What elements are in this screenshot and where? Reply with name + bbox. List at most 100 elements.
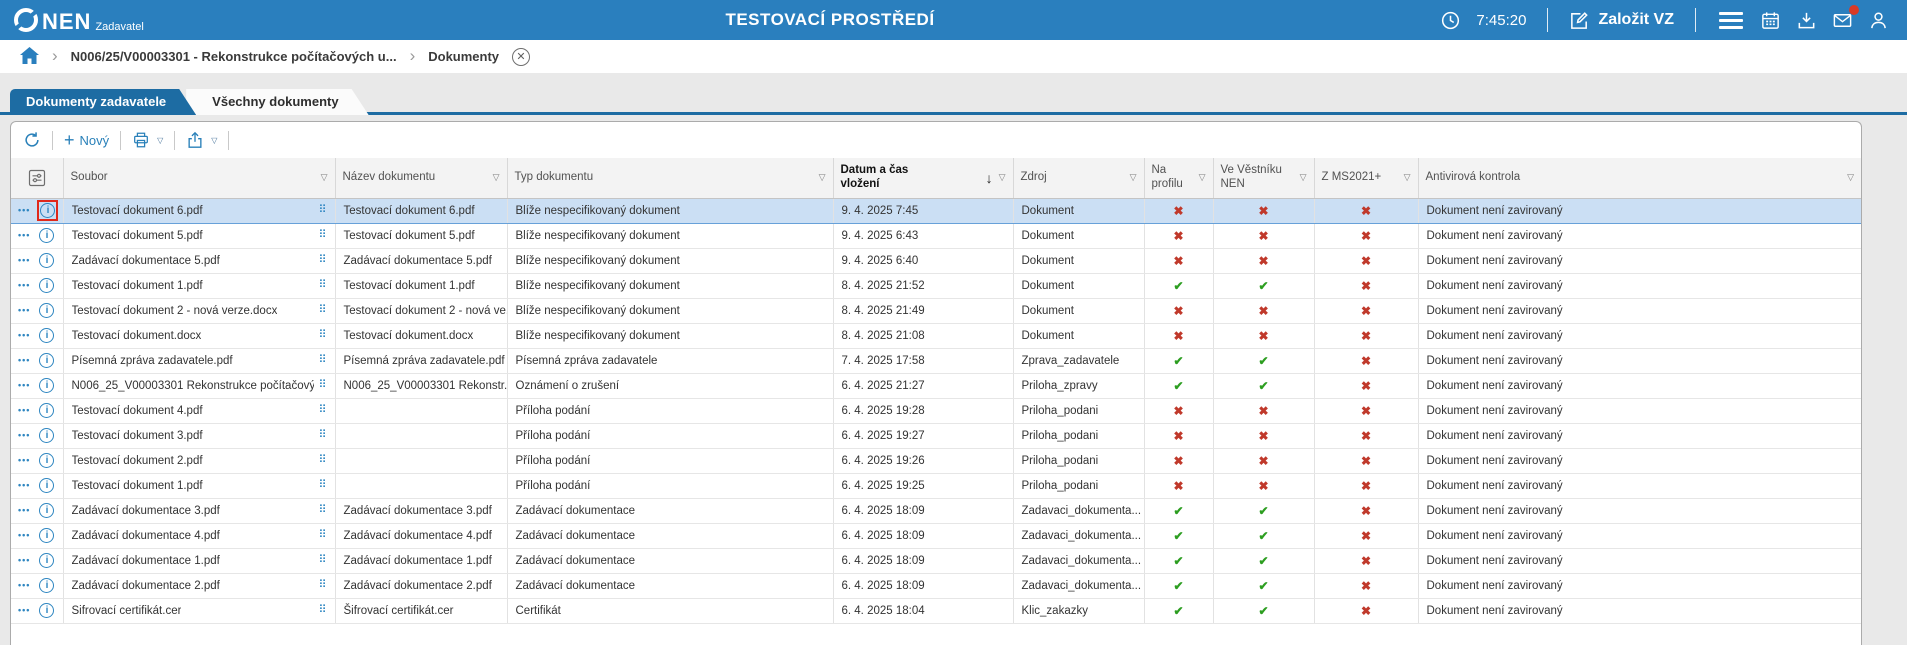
tab-vsechny-dokumenty[interactable]: Všechny dokumenty — [186, 89, 368, 115]
file-cell[interactable]: Testovací dokument.docx ⠿ — [62, 323, 335, 349]
info-icon-wrap[interactable]: i — [37, 401, 56, 420]
file-cell[interactable]: N006_25_V00003301 Rekonstrukce počítačov… — [62, 373, 335, 399]
info-icon-wrap[interactable]: i — [37, 251, 56, 270]
breadcrumb-item-procedure[interactable]: N006/25/V00003301 - Rekonstrukce počítač… — [70, 49, 397, 64]
table-row[interactable]: ••• i Zadávací dokumentace 5.pdf ⠿ Zadáv… — [11, 248, 1861, 274]
user-icon[interactable] — [1868, 10, 1889, 31]
drag-handle-icon[interactable]: ⠿ — [318, 454, 327, 466]
info-icon-wrap[interactable]: i — [37, 451, 56, 470]
table-row[interactable]: ••• i Testovací dokument 1.pdf ⠿ Testova… — [11, 273, 1861, 299]
column-header-na-profilu[interactable]: Na profilu ▽ — [1143, 158, 1213, 199]
info-icon-wrap[interactable]: i — [37, 351, 56, 370]
nen-logo[interactable]: NEN Zadavatel — [13, 7, 144, 33]
breadcrumb-item-current[interactable]: Dokumenty — [428, 49, 500, 64]
column-header-zdroj[interactable]: Zdroj ▽ — [1012, 158, 1144, 199]
messages-icon[interactable] — [1832, 4, 1859, 31]
file-cell[interactable]: Testovací dokument 2 - nová verze.docx ⠿ — [62, 298, 335, 324]
column-header-typ[interactable]: Typ dokumentu ▽ — [506, 158, 833, 199]
create-vz-button[interactable]: Založit VZ — [1569, 10, 1674, 31]
table-row[interactable]: ••• i Testovací dokument 4.pdf ⠿ Příloha… — [11, 398, 1861, 424]
calendar-icon[interactable] — [1760, 10, 1781, 31]
row-menu-icon[interactable]: ••• — [18, 355, 31, 365]
info-icon-wrap[interactable]: i — [37, 526, 56, 545]
file-cell[interactable]: Testovací dokument 3.pdf ⠿ — [62, 423, 335, 449]
file-cell[interactable]: Zadávací dokumentace 3.pdf ⠿ — [62, 498, 335, 524]
table-row[interactable]: ••• i Testovací dokument 2.pdf ⠿ Příloha… — [11, 448, 1861, 474]
table-row[interactable]: ••• i Zadávací dokumentace 4.pdf ⠿ Zadáv… — [11, 523, 1861, 549]
row-menu-icon[interactable]: ••• — [18, 330, 31, 340]
row-menu-icon[interactable]: ••• — [18, 505, 31, 515]
filter-icon[interactable]: ▽ — [492, 172, 500, 183]
new-document-button[interactable]: + Nový — [64, 130, 110, 150]
file-cell[interactable]: Testovací dokument 5.pdf ⠿ — [62, 223, 335, 249]
file-cell[interactable]: Zadávací dokumentace 4.pdf ⠿ — [62, 523, 335, 549]
close-breadcrumb-icon[interactable]: ✕ — [512, 47, 531, 66]
column-header-antivir[interactable]: Antivirová kontrola ▽ — [1417, 158, 1861, 199]
filter-icon[interactable]: ▽ — [1403, 172, 1411, 183]
info-icon-wrap[interactable]: i — [37, 301, 56, 320]
row-menu-icon[interactable]: ••• — [18, 230, 31, 240]
info-icon-wrap[interactable]: i — [37, 226, 56, 245]
drag-handle-icon[interactable]: ⠿ — [318, 404, 327, 416]
row-menu-icon[interactable]: ••• — [18, 205, 31, 215]
download-icon[interactable] — [1796, 10, 1817, 31]
info-icon-wrap[interactable]: i — [37, 501, 56, 520]
column-settings-header[interactable] — [11, 158, 63, 199]
row-menu-icon[interactable]: ••• — [18, 305, 31, 315]
export-dropdown-icon[interactable]: ▽ — [211, 135, 218, 145]
table-row[interactable]: ••• i Testovací dokument 1.pdf ⠿ Příloha… — [11, 473, 1861, 499]
table-row[interactable]: ••• i Zadávací dokumentace 1.pdf ⠿ Zadáv… — [11, 548, 1861, 574]
drag-handle-icon[interactable]: ⠿ — [318, 429, 327, 441]
column-header-vestnik[interactable]: Ve Věstníku NEN ▽ — [1212, 158, 1314, 199]
drag-handle-icon[interactable]: ⠿ — [318, 254, 327, 266]
row-menu-icon[interactable]: ••• — [18, 480, 31, 490]
drag-handle-icon[interactable]: ⠿ — [318, 204, 327, 216]
filter-icon[interactable]: ▽ — [1129, 172, 1137, 183]
filter-icon[interactable]: ▽ — [1299, 172, 1307, 183]
column-header-ms2021[interactable]: Z MS2021+ ▽ — [1313, 158, 1418, 199]
file-cell[interactable]: Zadávací dokumentace 2.pdf ⠿ — [62, 573, 335, 599]
drag-handle-icon[interactable]: ⠿ — [318, 479, 327, 491]
row-menu-icon[interactable]: ••• — [18, 380, 31, 390]
print-button[interactable]: ▽ — [132, 131, 163, 149]
print-dropdown-icon[interactable]: ▽ — [157, 135, 164, 145]
file-cell[interactable]: Testovací dokument 4.pdf ⠿ — [62, 398, 335, 424]
filter-icon[interactable]: ▽ — [320, 172, 328, 183]
file-cell[interactable]: Testovací dokument 1.pdf ⠿ — [62, 273, 335, 299]
info-icon-wrap[interactable]: i — [37, 601, 56, 620]
info-icon-wrap[interactable]: i — [37, 551, 56, 570]
drag-handle-icon[interactable]: ⠿ — [318, 579, 327, 591]
info-icon-wrap[interactable]: i — [37, 576, 56, 595]
filter-icon[interactable]: ▽ — [1847, 172, 1854, 183]
file-cell[interactable]: Testovací dokument 6.pdf ⠿ — [62, 197, 335, 224]
drag-handle-icon[interactable]: ⠿ — [318, 304, 327, 316]
drag-handle-icon[interactable]: ⠿ — [318, 529, 327, 541]
table-row[interactable]: ••• i Testovací dokument 6.pdf ⠿ Testova… — [11, 197, 1861, 224]
file-cell[interactable]: Písemná zpráva zadavatele.pdf ⠿ — [62, 348, 335, 374]
refresh-button[interactable] — [23, 131, 41, 149]
file-cell[interactable]: Testovací dokument 1.pdf ⠿ — [62, 473, 335, 499]
filter-icon[interactable]: ▽ — [1198, 172, 1206, 183]
drag-handle-icon[interactable]: ⠿ — [318, 554, 327, 566]
table-row[interactable]: ••• i Zadávací dokumentace 2.pdf ⠿ Zadáv… — [11, 573, 1861, 599]
info-icon-wrap[interactable]: i — [37, 200, 59, 221]
menu-icon[interactable] — [1717, 10, 1745, 31]
row-menu-icon[interactable]: ••• — [18, 455, 31, 465]
row-menu-icon[interactable]: ••• — [18, 580, 31, 590]
filter-icon[interactable]: ▽ — [998, 172, 1006, 183]
row-menu-icon[interactable]: ••• — [18, 430, 31, 440]
table-row[interactable]: ••• i Šifrovací certifikát.cer ⠿ Šifrova… — [11, 598, 1861, 624]
table-row[interactable]: ••• i Písemná zpráva zadavatele.pdf ⠿ Pí… — [11, 348, 1861, 374]
row-menu-icon[interactable]: ••• — [18, 405, 31, 415]
column-header-soubor[interactable]: Soubor ▽ — [62, 158, 335, 199]
drag-handle-icon[interactable]: ⠿ — [318, 329, 327, 341]
file-cell[interactable]: Testovací dokument 2.pdf ⠿ — [62, 448, 335, 474]
info-icon-wrap[interactable]: i — [37, 376, 56, 395]
info-icon-wrap[interactable]: i — [37, 326, 56, 345]
drag-handle-icon[interactable]: ⠿ — [318, 279, 327, 291]
table-row[interactable]: ••• i Testovací dokument 5.pdf ⠿ Testova… — [11, 223, 1861, 249]
file-cell[interactable]: Zadávací dokumentace 5.pdf ⠿ — [62, 248, 335, 274]
drag-handle-icon[interactable]: ⠿ — [318, 379, 327, 391]
info-icon-wrap[interactable]: i — [37, 426, 56, 445]
tab-dokumenty-zadavatele[interactable]: Dokumenty zadavatele — [10, 89, 196, 115]
